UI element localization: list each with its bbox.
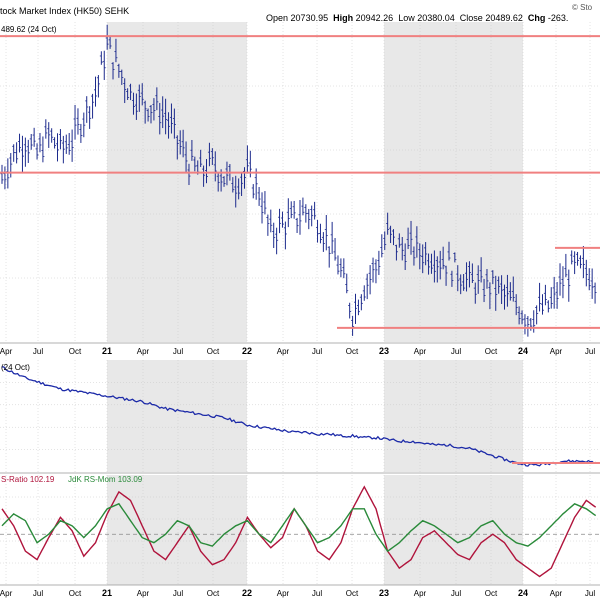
x-tick-label: 23 <box>379 588 389 598</box>
x-tick-label: 24 <box>518 346 528 356</box>
x-tick-label: Oct <box>69 347 82 356</box>
x-tick-label: Jul <box>312 589 322 598</box>
chart-header: tock Market Index (HK50) SEHK Open 20730… <box>0 0 600 23</box>
x-tick-label: Oct <box>346 347 359 356</box>
x-tick-label: Oct <box>69 589 82 598</box>
exchange-code: SEHK <box>104 6 130 16</box>
x-tick-label: 21 <box>102 588 112 598</box>
rs-mom-line <box>1 502 597 553</box>
x-tick-label: 21 <box>102 346 112 356</box>
x-tick-label: Jul <box>33 347 43 356</box>
x-tick-label: Apr <box>0 347 13 356</box>
x-tick-label: Apr <box>550 347 563 356</box>
price-panel <box>0 24 600 337</box>
x-tick-label: Oct <box>485 589 498 598</box>
x-tick-label: Jul <box>33 589 43 598</box>
x-tick-label: Apr <box>414 589 427 598</box>
ohlc-close: Close 20489.62 <box>459 13 523 23</box>
x-tick-label: 23 <box>379 346 389 356</box>
x-axis: Apr Apr Jul Jul Oct Oct 21 21 Apr Apr Jul Jul Oct Oct… <box>0 346 595 598</box>
ohlc-change-value: -263. <box>547 13 569 23</box>
panel-labels: 489.62 (24 Oct) (24 Oct) S-Ratio 102.19 … <box>1 25 143 484</box>
year-shade-rs <box>384 360 523 472</box>
copyright-source: © Sto <box>572 3 593 12</box>
year-shading <box>107 22 523 585</box>
x-tick-label: 22 <box>242 346 252 356</box>
x-tick-label: Apr <box>0 589 13 598</box>
price-panel-label: 489.62 (24 Oct) <box>1 25 57 34</box>
year-shade-price <box>107 22 247 342</box>
x-tick-label: 22 <box>242 588 252 598</box>
rs-mom-label: JdK RS-Mom 103.09 <box>68 475 143 484</box>
ohlc-low: Low 20380.04 <box>398 13 455 23</box>
ohlc-readout: Open 20730.95 High 20942.26 Low 20380.04… <box>266 13 568 23</box>
x-tick-label: Jul <box>312 347 322 356</box>
rs-line <box>1 366 597 467</box>
x-tick-label: Oct <box>346 589 359 598</box>
rs-ratio-label: S-Ratio 102.19 <box>1 475 55 484</box>
year-shade-rrg <box>384 475 523 585</box>
ohlc-high-value: 20942.26 <box>355 13 394 23</box>
x-tick-label: Apr <box>550 589 563 598</box>
ohlc-change: Chg <box>527 13 546 23</box>
year-shade-price <box>384 22 523 342</box>
x-tick-label: Apr <box>277 347 290 356</box>
year-shade-rs <box>107 360 247 472</box>
rs-panel-label: (24 Oct) <box>1 363 30 372</box>
year-shade-rrg <box>107 475 247 585</box>
x-tick-label: Apr <box>137 589 150 598</box>
x-tick-label: Jul <box>585 347 595 356</box>
x-tick-label: Jul <box>173 589 183 598</box>
x-tick-label: Oct <box>485 347 498 356</box>
x-tick-label: Apr <box>277 589 290 598</box>
rrg-indicator-panel <box>0 485 600 578</box>
x-tick-label: Jul <box>585 589 595 598</box>
ohlc-high: High <box>333 13 354 23</box>
x-tick-label: Apr <box>414 347 427 356</box>
x-tick-label: Apr <box>137 347 150 356</box>
chart-title: tock Market Index (HK50) SEHK <box>0 6 129 16</box>
x-tick-label: Jul <box>451 589 461 598</box>
chart-title-text: tock Market Index (HK50) <box>0 6 103 16</box>
ohlc-open: Open 20730.95 <box>266 13 329 23</box>
x-tick-label: Jul <box>173 347 183 356</box>
x-tick-label: Oct <box>207 589 220 598</box>
relative-strength-panel <box>1 366 600 467</box>
x-tick-label: Oct <box>207 347 220 356</box>
x-tick-label: Jul <box>451 347 461 356</box>
x-tick-label: 24 <box>518 588 528 598</box>
